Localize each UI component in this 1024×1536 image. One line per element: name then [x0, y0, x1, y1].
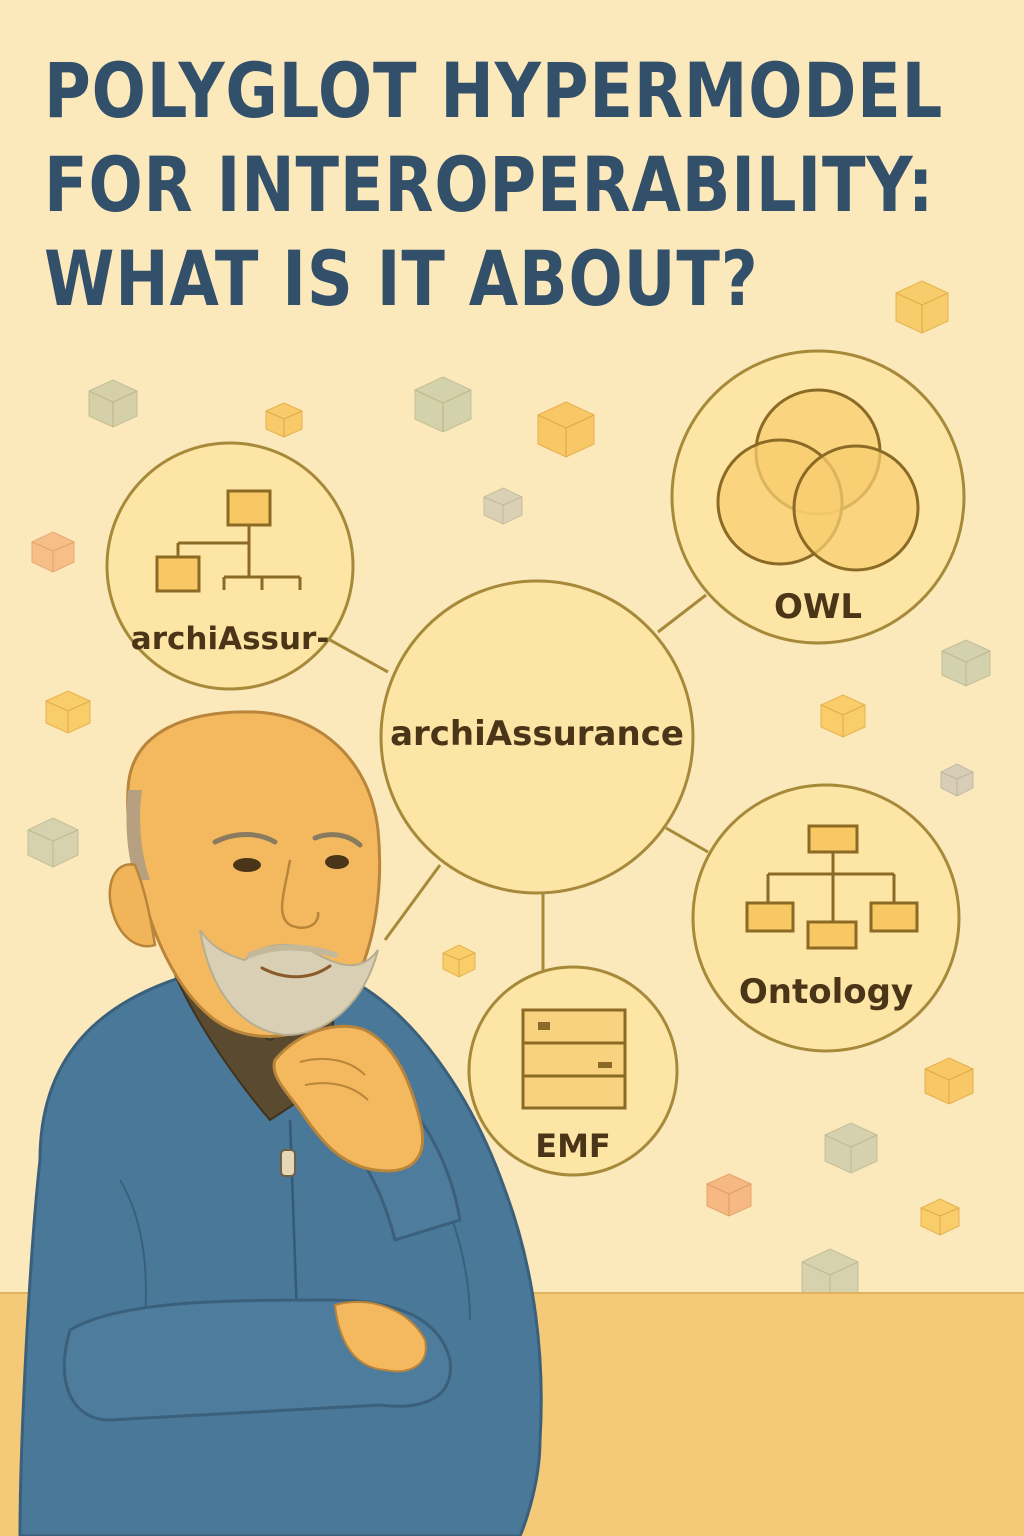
- title-line-1: POLYGLOT HYPERMODEL: [44, 46, 944, 135]
- cube-icon: [895, 280, 949, 334]
- cube-icon: [920, 1198, 960, 1236]
- connector-owl: [657, 593, 707, 634]
- node-ontology-label: Ontology: [739, 972, 913, 1012]
- cube-icon: [924, 1057, 974, 1105]
- cube-icon: [27, 817, 79, 868]
- node-owl-label: OWL: [774, 587, 862, 627]
- cube-icon: [483, 487, 523, 525]
- hierarchy-icon: [155, 489, 302, 593]
- beard: [199, 929, 379, 1037]
- cube-icon: [941, 639, 991, 687]
- cube-icon: [88, 379, 138, 428]
- node-emf: EMF: [467, 965, 679, 1177]
- org-chart-icon: [745, 824, 919, 950]
- page-title: POLYGLOT HYPERMODEL FOR INTEROPERABILITY…: [44, 44, 944, 326]
- cube-icon: [414, 376, 472, 433]
- node-emf-label: EMF: [535, 1127, 611, 1165]
- cube-icon: [31, 531, 75, 573]
- cube-icon: [706, 1173, 752, 1217]
- cube-icon: [940, 763, 974, 797]
- center-label: archiAssurance: [390, 714, 684, 754]
- title-line-2: FOR INTEROPERABILITY:: [44, 140, 935, 229]
- ear: [108, 863, 157, 948]
- connector-person: [383, 864, 442, 941]
- node-center: archiAssurance: [379, 579, 695, 895]
- storage-stack-icon: [521, 1008, 627, 1110]
- node-top-left-label: archiAssur-: [131, 621, 329, 657]
- title-line-3: WHAT IS IT ABOUT?: [44, 234, 759, 323]
- zipper-pull: [280, 1149, 296, 1177]
- venn-diagram-icon: [716, 388, 920, 572]
- person-illustration: [18, 710, 543, 1536]
- node-top-left: archiAssur-: [105, 441, 355, 691]
- cube-icon: [442, 944, 476, 978]
- cube-icon: [45, 690, 91, 734]
- cube-icon: [537, 401, 595, 458]
- connectors: [329, 593, 709, 970]
- cube-icon: [820, 694, 866, 738]
- node-ontology: Ontology: [691, 783, 961, 1053]
- chin-hand: [272, 1024, 425, 1173]
- cube-icon: [265, 402, 303, 438]
- cube-icon: [824, 1122, 878, 1174]
- lower-hand: [333, 1300, 427, 1373]
- node-owl: OWL: [670, 349, 966, 645]
- decorative-cubes: [27, 280, 991, 1305]
- connector-top-left: [329, 638, 389, 674]
- connector-ontology: [665, 826, 709, 854]
